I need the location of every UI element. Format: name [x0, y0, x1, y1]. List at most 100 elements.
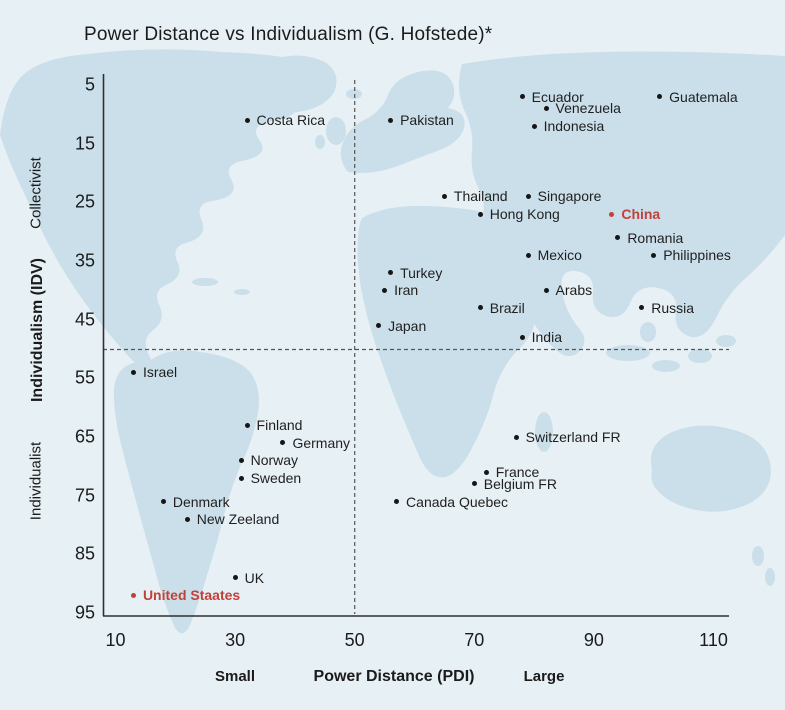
x-axis-caption-small: Small: [214, 668, 256, 685]
point-marker: [657, 94, 663, 100]
point-label: Israel: [142, 364, 178, 381]
point-marker: [376, 323, 382, 329]
point-marker: [394, 499, 400, 505]
point-marker: [639, 305, 645, 311]
point-marker: [477, 305, 483, 311]
data-point-philippines: Philippines: [651, 247, 731, 263]
x-axis-label: Power Distance (PDI): [313, 668, 475, 685]
data-point-ecuador: Ecuador: [519, 88, 584, 105]
data-point-india: India: [519, 329, 562, 346]
y-tick-5: 5: [84, 74, 95, 95]
point-label: Denmark: [172, 493, 230, 510]
point-marker: [280, 440, 286, 446]
data-point-romania: Romania: [615, 230, 683, 246]
data-point-turkey: Turkey: [388, 265, 442, 281]
point-marker: [244, 117, 250, 123]
point-label: Finland: [256, 417, 303, 434]
point-label: New Zeeland: [196, 511, 280, 528]
point-label: Germany: [292, 434, 351, 451]
point-label: France: [495, 464, 540, 481]
data-point-canada-quebec: Canada Quebec: [394, 494, 508, 510]
data-point-guatemala: Guatemala: [657, 88, 738, 105]
point-label: India: [531, 329, 562, 346]
chart-title: Power Distance vs Individualism (G. Hofs…: [84, 24, 493, 45]
point-marker: [543, 105, 549, 111]
point-marker: [160, 499, 166, 505]
point-label: Philippines: [663, 247, 731, 264]
data-point-pakistan: Pakistan: [388, 112, 454, 128]
y-tick-15: 15: [74, 133, 95, 154]
data-point-singapore: Singapore: [525, 188, 602, 205]
point-label: Thailand: [453, 188, 508, 205]
x-tick-70: 70: [464, 630, 485, 650]
data-point-thailand: Thailand: [441, 188, 508, 205]
data-point-mexico: Mexico: [525, 247, 582, 263]
point-marker: [238, 475, 244, 481]
data-point-brazil: Brazil: [477, 299, 525, 316]
point-label: Ecuador: [531, 88, 584, 105]
point-label: United Staates: [142, 587, 241, 604]
point-label: Brazil: [489, 299, 525, 316]
y-tick-85: 85: [74, 543, 95, 564]
data-point-finland: Finland: [244, 417, 303, 434]
data-point-arabs: Arabs: [543, 282, 593, 299]
point-label: Iran: [394, 282, 419, 299]
data-point-norway: Norway: [238, 452, 299, 469]
y-axis-caption-individualist: Individualist: [27, 441, 45, 521]
point-marker: [382, 287, 388, 293]
y-tick-75: 75: [74, 485, 95, 506]
data-point-sweden: Sweden: [238, 470, 302, 487]
data-point-indonesia: Indonesia: [531, 118, 605, 135]
point-marker: [441, 193, 447, 199]
point-marker: [232, 575, 238, 581]
data-point-iran: Iran: [382, 282, 418, 298]
y-tick-25: 25: [74, 191, 95, 212]
point-label: Romania: [627, 229, 684, 246]
point-marker: [513, 434, 519, 440]
x-tick-10: 10: [105, 630, 126, 650]
point-label: Hong Kong: [489, 206, 560, 223]
x-tick-90: 90: [583, 630, 604, 650]
point-marker: [244, 422, 250, 428]
point-marker: [531, 123, 537, 129]
data-point-china: China: [609, 206, 660, 222]
point-label: Indonesia: [543, 118, 605, 135]
point-marker: [388, 270, 394, 276]
point-marker: [483, 469, 489, 475]
point-marker: [471, 481, 477, 487]
point-label: Switzerland FR: [525, 429, 621, 445]
x-tick-50: 50: [344, 630, 365, 650]
point-label: Norway: [250, 452, 299, 469]
point-marker: [525, 252, 531, 258]
point-label: Guatemala: [669, 88, 738, 105]
y-tick-35: 35: [74, 250, 95, 271]
point-label: Singapore: [537, 188, 602, 205]
data-point-uk: UK: [232, 569, 265, 586]
data-point-hong-kong: Hong Kong: [477, 206, 560, 223]
point-label: Pakistan: [400, 112, 454, 129]
point-marker: [651, 252, 657, 258]
point-marker: [615, 235, 621, 241]
point-marker: [238, 457, 244, 463]
x-tick-110: 110: [699, 630, 728, 650]
y-tick-65: 65: [74, 426, 95, 447]
point-label: China: [621, 206, 661, 223]
point-label: Russia: [651, 299, 695, 316]
x-tick-30: 30: [225, 630, 246, 650]
point-label: Arabs: [555, 282, 593, 299]
point-marker: [184, 516, 190, 522]
point-label: Sweden: [250, 470, 302, 487]
data-point-costa-rica: Costa Rica: [244, 112, 325, 128]
data-point-denmark: Denmark: [160, 493, 230, 510]
point-label: UK: [244, 569, 265, 586]
point-label: Canada Quebec: [406, 493, 509, 510]
data-point-new-zeeland: New Zeeland: [184, 511, 280, 528]
point-marker: [388, 117, 394, 123]
point-marker: [130, 592, 136, 598]
x-axis-caption-large: Large: [523, 668, 565, 685]
y-tick-95: 95: [74, 602, 95, 623]
point-marker: [477, 211, 483, 217]
point-marker: [525, 193, 531, 199]
